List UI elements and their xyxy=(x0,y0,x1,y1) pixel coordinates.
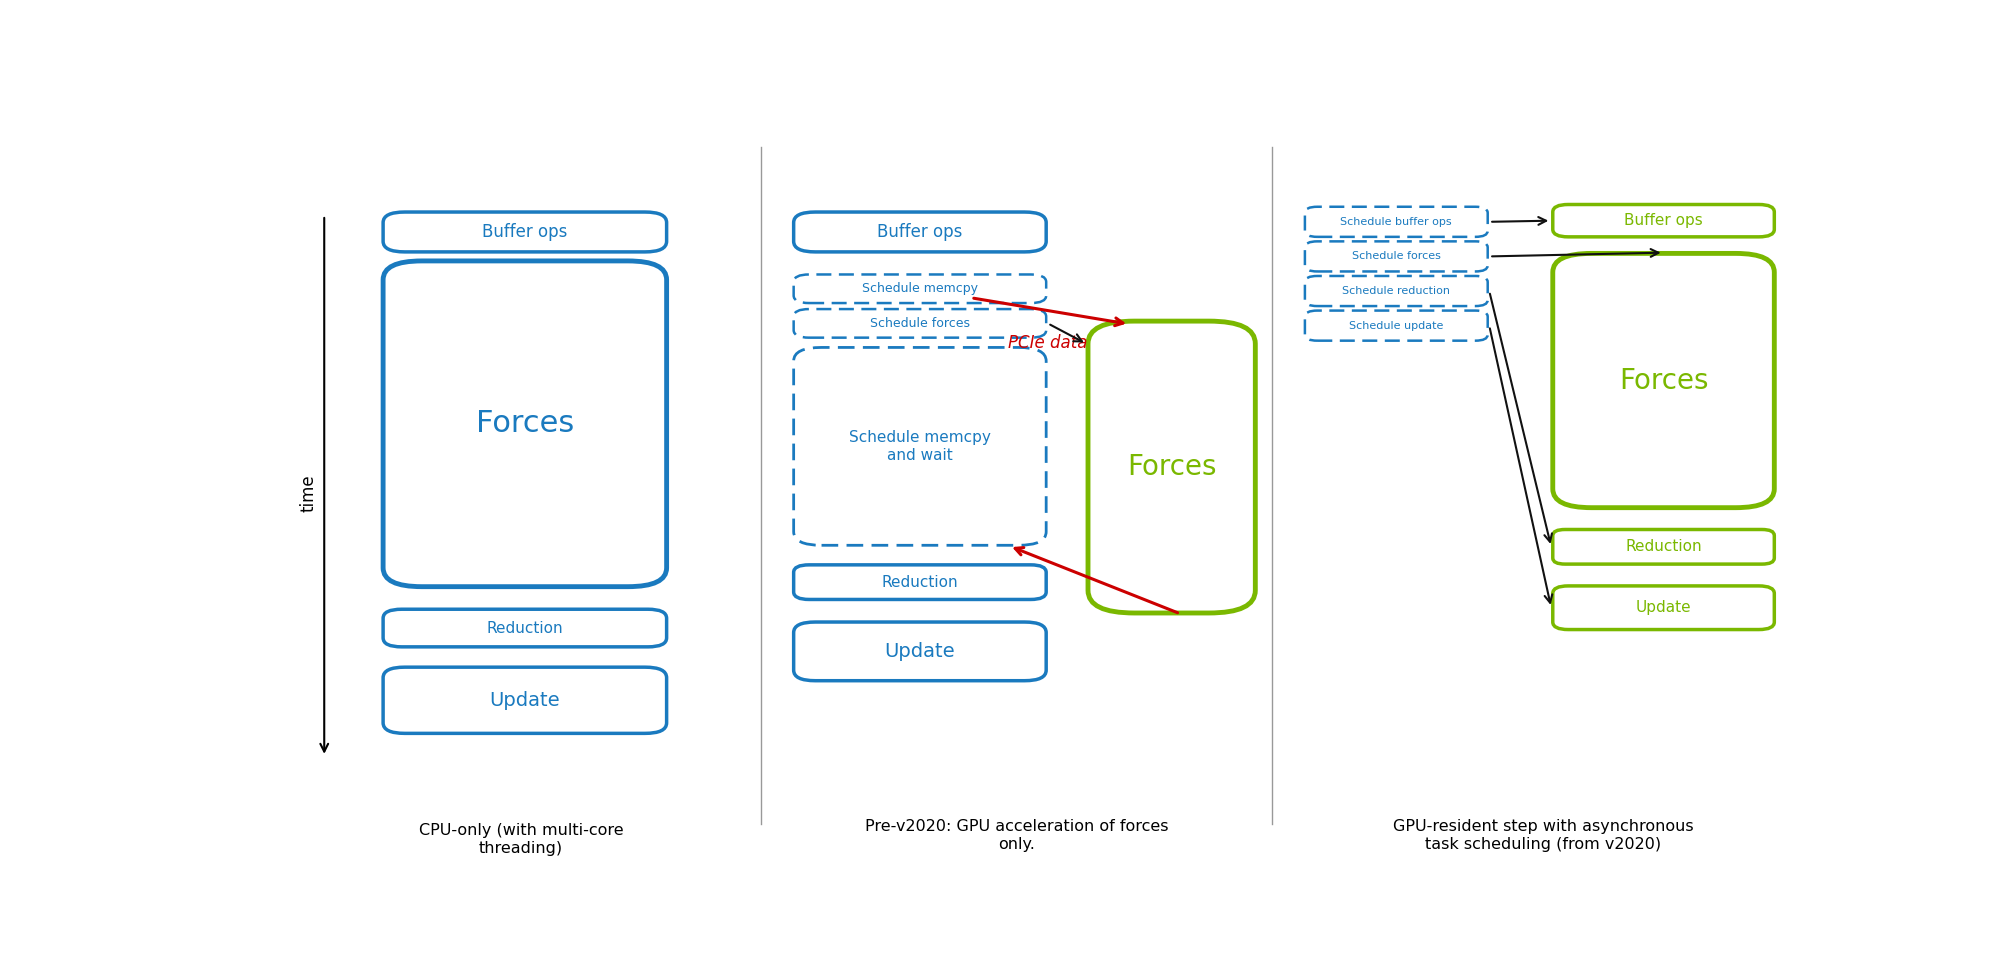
FancyBboxPatch shape xyxy=(1305,311,1487,341)
FancyBboxPatch shape xyxy=(384,261,665,586)
Text: Forces: Forces xyxy=(1127,453,1217,481)
Text: Forces: Forces xyxy=(1618,366,1708,395)
FancyBboxPatch shape xyxy=(793,348,1045,545)
Text: Schedule buffer ops: Schedule buffer ops xyxy=(1341,217,1451,227)
Text: Schedule forces: Schedule forces xyxy=(1351,251,1441,262)
Text: Pre-v2020: GPU acceleration of forces
only.: Pre-v2020: GPU acceleration of forces on… xyxy=(865,820,1169,852)
Text: Schedule memcpy: Schedule memcpy xyxy=(861,282,977,295)
Text: GPU-resident step with asynchronous
task scheduling (from v2020): GPU-resident step with asynchronous task… xyxy=(1393,820,1692,852)
Text: CPU-only (with multi-core
threading): CPU-only (with multi-core threading) xyxy=(418,824,623,856)
Text: Update: Update xyxy=(490,691,559,709)
Text: Schedule reduction: Schedule reduction xyxy=(1341,286,1451,296)
Text: Reduction: Reduction xyxy=(486,620,563,636)
Text: Buffer ops: Buffer ops xyxy=(1622,213,1702,229)
Text: time: time xyxy=(300,475,318,512)
FancyBboxPatch shape xyxy=(1552,204,1774,236)
FancyBboxPatch shape xyxy=(793,212,1045,252)
Text: Reduction: Reduction xyxy=(1624,539,1700,554)
FancyBboxPatch shape xyxy=(1305,241,1487,272)
Text: Update: Update xyxy=(885,642,955,660)
FancyBboxPatch shape xyxy=(793,309,1045,338)
Text: Update: Update xyxy=(1634,600,1690,616)
FancyBboxPatch shape xyxy=(793,275,1045,303)
FancyBboxPatch shape xyxy=(384,667,665,734)
FancyBboxPatch shape xyxy=(384,212,665,252)
Text: Forces: Forces xyxy=(476,409,573,439)
Text: Reduction: Reduction xyxy=(881,574,957,590)
FancyBboxPatch shape xyxy=(1552,530,1774,564)
FancyBboxPatch shape xyxy=(793,565,1045,600)
FancyBboxPatch shape xyxy=(1305,276,1487,306)
Text: Schedule update: Schedule update xyxy=(1349,320,1443,330)
Text: Buffer ops: Buffer ops xyxy=(877,223,963,241)
FancyBboxPatch shape xyxy=(1552,586,1774,629)
FancyBboxPatch shape xyxy=(1087,321,1255,613)
FancyBboxPatch shape xyxy=(384,610,665,647)
FancyBboxPatch shape xyxy=(793,622,1045,681)
Text: Schedule forces: Schedule forces xyxy=(869,317,969,330)
FancyBboxPatch shape xyxy=(1552,253,1774,508)
Text: PCIe data: PCIe data xyxy=(1007,334,1087,352)
Text: Buffer ops: Buffer ops xyxy=(482,223,567,241)
Text: Schedule memcpy
and wait: Schedule memcpy and wait xyxy=(849,430,991,462)
FancyBboxPatch shape xyxy=(1305,207,1487,236)
